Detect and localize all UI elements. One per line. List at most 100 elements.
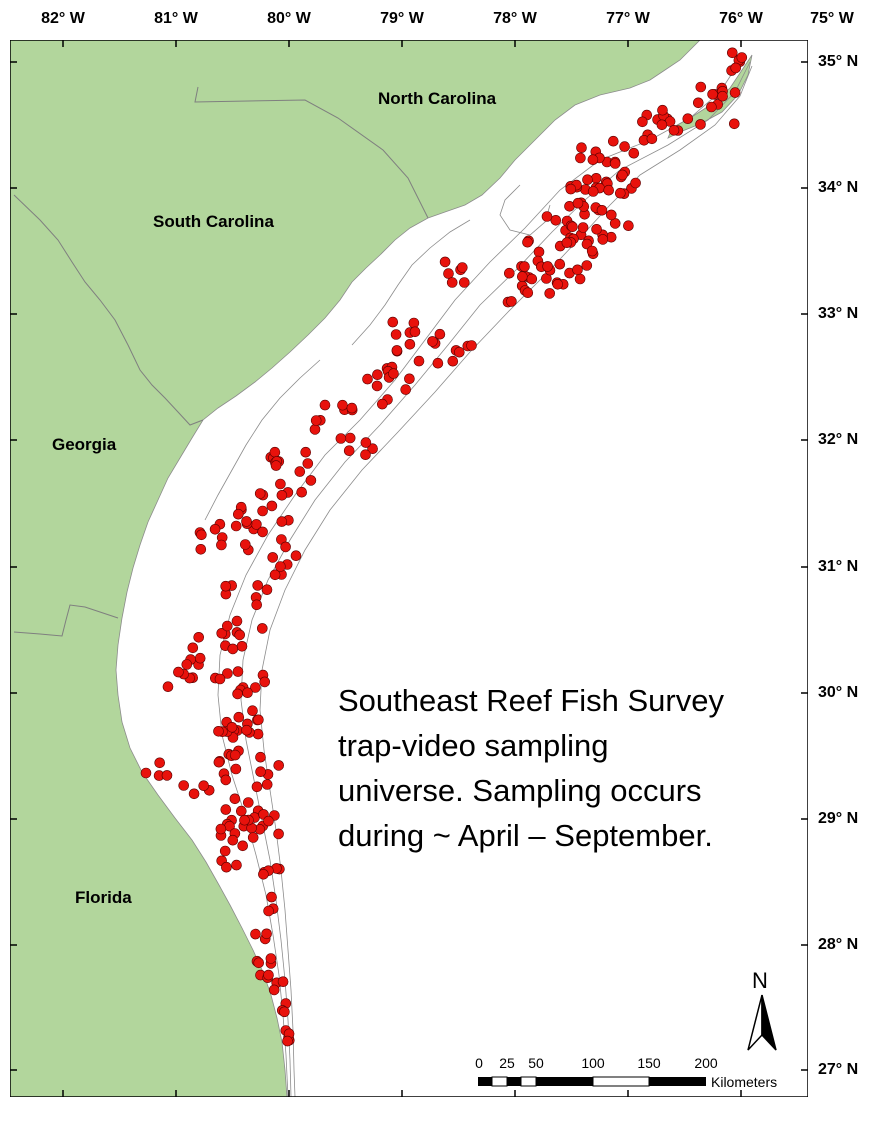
sample-point-marker bbox=[726, 47, 738, 59]
sample-point-marker bbox=[154, 757, 165, 769]
sample-point-marker bbox=[519, 261, 530, 272]
sample-point-marker bbox=[466, 340, 477, 351]
sample-point-marker bbox=[590, 173, 602, 184]
sample-point-marker bbox=[522, 287, 534, 299]
sample-point-marker bbox=[214, 673, 226, 685]
sample-point-marker bbox=[296, 486, 308, 498]
sample-point-marker bbox=[243, 797, 254, 808]
sample-point-marker bbox=[591, 224, 602, 235]
sample-point-marker bbox=[290, 550, 302, 562]
sample-point-marker bbox=[561, 237, 573, 248]
sample-point-marker bbox=[161, 770, 173, 781]
sample-point-marker bbox=[270, 460, 282, 471]
graticule-ticks bbox=[10, 40, 808, 1097]
sample-point-marker bbox=[360, 437, 372, 448]
sample-point-marker bbox=[404, 373, 415, 385]
sample-point-marker bbox=[187, 642, 199, 654]
sample-point-marker bbox=[253, 957, 265, 969]
lat-label-28n: 28° N bbox=[818, 936, 859, 953]
sample-point-marker bbox=[269, 446, 281, 458]
sample-point-marker bbox=[215, 823, 227, 835]
nc-sc-border bbox=[194, 86, 429, 219]
land-area bbox=[10, 40, 701, 1097]
sample-point-marker bbox=[657, 104, 668, 116]
sample-point-marker bbox=[335, 433, 347, 444]
lat-label-34n: 34° N bbox=[818, 179, 859, 196]
sample-point-marker bbox=[319, 399, 331, 411]
sample-point-marker bbox=[443, 268, 454, 279]
sample-point-marker bbox=[273, 828, 284, 840]
sample-point-marker bbox=[516, 271, 528, 282]
sample-point-marker bbox=[242, 687, 253, 699]
sample-point-marker bbox=[503, 267, 515, 279]
sample-point-marker bbox=[222, 668, 233, 679]
lat-label-29n: 29° N bbox=[818, 810, 859, 827]
sample-point-marker bbox=[413, 355, 425, 367]
sample-point-marker bbox=[266, 500, 278, 512]
sample-point-marker bbox=[567, 221, 578, 233]
sample-point-marker bbox=[586, 245, 598, 257]
state-label-north-carolina: North Carolina bbox=[378, 89, 497, 108]
sample-point-marker bbox=[692, 97, 704, 109]
sample-point-marker bbox=[257, 505, 268, 517]
sample-point-marker bbox=[603, 184, 615, 196]
sample-point-marker bbox=[427, 336, 438, 347]
sample-point-marker bbox=[255, 751, 266, 763]
sample-point-marker bbox=[140, 767, 152, 779]
sample-point-marker bbox=[239, 814, 250, 826]
sample-point-marker bbox=[194, 652, 206, 664]
sample-point-marker bbox=[400, 384, 412, 395]
scale-seg bbox=[478, 1077, 492, 1086]
scale-label-50: 50 bbox=[528, 1055, 544, 1071]
sample-point-marker bbox=[596, 205, 608, 216]
sample-point-marker bbox=[533, 246, 545, 258]
sample-point-marker bbox=[337, 399, 348, 411]
lon-label-79w: 79° W bbox=[380, 10, 424, 27]
sample-point-marker bbox=[623, 220, 634, 231]
description-line: Southeast Reef Fish Survey bbox=[338, 683, 724, 718]
sample-point-marker bbox=[276, 489, 288, 501]
sample-point-marker bbox=[302, 458, 314, 469]
sample-point-marker bbox=[251, 599, 263, 611]
sample-point-marker bbox=[707, 89, 718, 100]
sample-point-marker bbox=[178, 780, 189, 791]
sample-point-marker bbox=[263, 969, 274, 981]
sample-point-marker bbox=[630, 177, 641, 189]
sample-point-marker bbox=[695, 81, 707, 93]
sample-point-marker bbox=[609, 158, 621, 169]
scale-unit-label: Kilometers bbox=[711, 1074, 778, 1090]
sample-point-marker bbox=[221, 861, 232, 873]
sample-point-marker bbox=[216, 539, 227, 551]
sample-point-marker bbox=[236, 640, 248, 652]
sample-point-marker bbox=[597, 234, 609, 245]
scale-label-100: 100 bbox=[581, 1055, 605, 1071]
state-label-georgia: Georgia bbox=[52, 435, 117, 454]
sample-point-marker bbox=[572, 197, 584, 209]
sample-point-marker bbox=[209, 523, 221, 535]
sample-point-marker bbox=[446, 277, 458, 288]
sample-point-marker bbox=[195, 543, 207, 555]
sample-point-marker bbox=[233, 508, 244, 520]
sample-point-marker bbox=[265, 953, 277, 964]
sample-point-marker bbox=[729, 87, 741, 98]
lon-label-82w: 82° W bbox=[41, 10, 85, 27]
sample-point-marker bbox=[236, 805, 247, 817]
sample-point-marker bbox=[261, 584, 273, 596]
sample-point-marker bbox=[259, 676, 271, 688]
sample-point-marker bbox=[232, 666, 244, 677]
scale-bar bbox=[478, 1076, 706, 1087]
sample-point-marker bbox=[372, 369, 383, 381]
sample-point-marker bbox=[628, 147, 640, 159]
lat-label-35n: 35° N bbox=[818, 53, 859, 70]
sample-point-marker bbox=[240, 539, 251, 550]
sample-point-marker bbox=[198, 780, 209, 792]
sample-point-marker bbox=[229, 793, 241, 805]
sample-point-marker bbox=[222, 620, 233, 632]
scale-seg bbox=[491, 1076, 508, 1087]
scale-seg bbox=[649, 1077, 706, 1086]
lat-label-31n: 31° N bbox=[818, 558, 859, 575]
sample-point-marker bbox=[219, 845, 231, 857]
sample-point-marker bbox=[447, 355, 459, 367]
sample-point-marker bbox=[275, 478, 286, 490]
north-label: N bbox=[752, 968, 768, 993]
